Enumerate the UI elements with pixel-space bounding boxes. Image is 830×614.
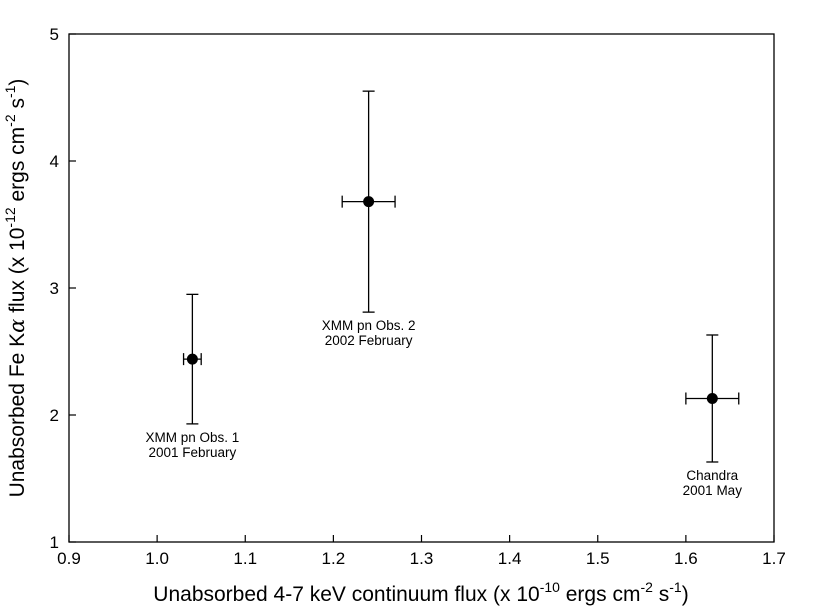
y-axis-label-exp2: -2 (2, 114, 18, 127)
point-annotation: XMM pn Obs. 1 (145, 430, 239, 445)
x-tick-label: 1.0 (145, 549, 169, 568)
x-tick-label: 0.9 (57, 549, 81, 568)
x-axis-label-tail: s (653, 583, 669, 606)
x-tick-label: 1.1 (233, 549, 257, 568)
x-tick-label: 1.4 (498, 549, 522, 568)
plot-frame (68, 33, 775, 543)
point-annotation: 2001 May (683, 483, 743, 498)
y-axis-label-tail: s (6, 98, 29, 114)
y-axis-label-base: Unabsorbed Fe K (6, 333, 29, 498)
x-tick-label: 1.2 (322, 549, 346, 568)
point-annotation: 2001 February (148, 445, 236, 460)
y-tick-label: 4 (50, 152, 59, 171)
y-axis-label-mid2: ergs cm (6, 127, 29, 208)
point-annotation: Chandra (686, 468, 738, 483)
x-axis-label-mid: ergs cm (560, 583, 641, 606)
data-point-marker (186, 353, 198, 365)
y-axis-label-exp3: -1 (2, 85, 18, 98)
y-axis-label: Unabsorbed Fe Kα flux (x 10-12 ergs cm-2… (2, 79, 29, 498)
x-tick-label: 1.5 (586, 549, 610, 568)
x-axis-ticks: 0.9 1.0 1.1 1.2 1.3 1.4 1.5 1.6 1.7 (57, 535, 786, 568)
x-axis-label-exp1: -10 (540, 579, 560, 595)
y-axis-label-close: ) (6, 79, 29, 86)
point-annotation: XMM pn Obs. 2 (322, 318, 416, 333)
x-axis-label-exp3: -1 (669, 579, 682, 595)
data-point-marker (706, 392, 718, 404)
x-axis-label-close: ) (682, 583, 689, 606)
x-axis-label-base: Unabsorbed 4-7 keV continuum flux (x 10 (153, 583, 539, 606)
y-axis-label-mid1: flux (x 10 (6, 228, 29, 319)
y-axis-label-exp1: -12 (2, 207, 18, 227)
y-tick-label: 5 (50, 25, 59, 44)
y-tick-label: 3 (50, 279, 59, 298)
y-axis-ticks: 1 2 3 4 5 (50, 25, 76, 552)
y-tick-label: 2 (50, 406, 59, 425)
x-axis-label-exp2: -2 (640, 579, 653, 595)
x-axis-label: Unabsorbed 4-7 keV continuum flux (x 10-… (153, 579, 688, 606)
y-axis-label-alpha: α (5, 319, 29, 333)
y-tick-label: 1 (50, 533, 59, 552)
data-point-marker (363, 196, 375, 208)
x-tick-label: 1.7 (762, 549, 786, 568)
point-annotation: 2002 February (325, 333, 413, 348)
x-tick-label: 1.6 (674, 549, 698, 568)
x-tick-label: 1.3 (410, 549, 434, 568)
